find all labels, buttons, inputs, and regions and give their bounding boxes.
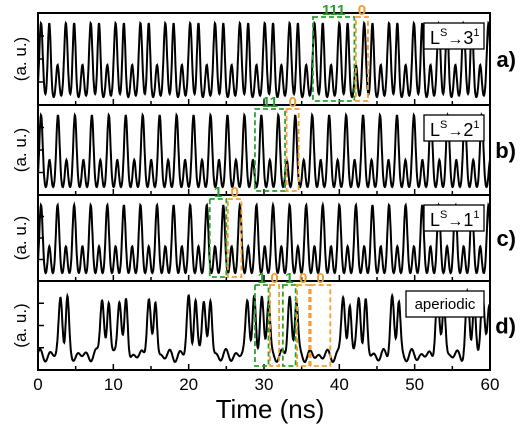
x-axis-label: Time (ns) (216, 394, 325, 424)
panel-label: c) (496, 226, 516, 251)
panel-label: d) (495, 314, 516, 339)
annotation-label-orange: 0 (316, 270, 324, 287)
y-axis-label: (a. u.) (11, 128, 30, 172)
x-tick-label: 20 (179, 375, 198, 394)
annotation-box-green (281, 284, 297, 367)
annotation-label-orange: 0 (270, 270, 278, 287)
x-tick-label: 0 (33, 375, 42, 394)
annotation-box-orange (285, 108, 300, 192)
annotation-box-orange (226, 198, 243, 278)
signal-trace (37, 112, 491, 189)
panel-1: 111 0 LS→31 a) (a. u.) (11, 2, 516, 106)
x-tick-label: 40 (330, 375, 349, 394)
y-axis-label: (a. u.) (11, 303, 30, 347)
legend-box (405, 290, 485, 318)
annotation-box-orange (309, 284, 332, 367)
panel-label: b) (495, 138, 516, 163)
legend-text: LS→11 (430, 209, 480, 230)
panels: 111 0LS→31a)(a. u.)11 0LS→21b)(a. u.)1 0LS→… (11, 2, 516, 371)
x-tick-label: 60 (481, 375, 500, 394)
annotation-box-orange (296, 284, 311, 367)
annotation-box-green (254, 284, 270, 367)
legend-text: aperiodic (415, 296, 476, 313)
annotation-label-orange: 0 (288, 94, 296, 111)
annotation-label-green: 1 (214, 184, 222, 201)
annotation-box-orange (269, 284, 280, 367)
x-tick-label: 50 (405, 375, 424, 394)
signal-trace (37, 201, 491, 275)
annotation-box-green (208, 198, 228, 278)
x-tick-label: 30 (255, 375, 274, 394)
legend-box (423, 22, 485, 50)
signal-trace (37, 287, 491, 363)
legend-text: LS→31 (430, 27, 480, 48)
y-axis-label: (a. u.) (11, 216, 30, 260)
legend-text: LS→21 (430, 119, 480, 140)
annotation-label-orange: 0 (230, 184, 238, 201)
annotation-box-green (312, 16, 356, 102)
annotation-label-orange: 0 (358, 2, 366, 19)
legend-box (423, 204, 485, 232)
annotation-label-green: 1 (258, 270, 266, 287)
annotation-label-orange: 0 (299, 270, 307, 287)
annotation-label-green: 111 (322, 2, 345, 19)
panel-3: 1 0 LS→11 c) (a. u.) (11, 184, 516, 282)
legend-box (423, 114, 485, 142)
x-tick-label: 10 (104, 375, 123, 394)
panel-label: a) (496, 47, 516, 72)
annotation-label-green: 11 (262, 94, 278, 111)
x-axis: 0 10 20 30 40 50 60 (33, 375, 499, 394)
signal-trace (37, 20, 491, 99)
panel-2: 11 0 LS→21 b) (a. u.) (11, 94, 516, 196)
annotation-label-green: 1 (285, 270, 293, 287)
y-axis-label: (a. u.) (11, 37, 30, 81)
